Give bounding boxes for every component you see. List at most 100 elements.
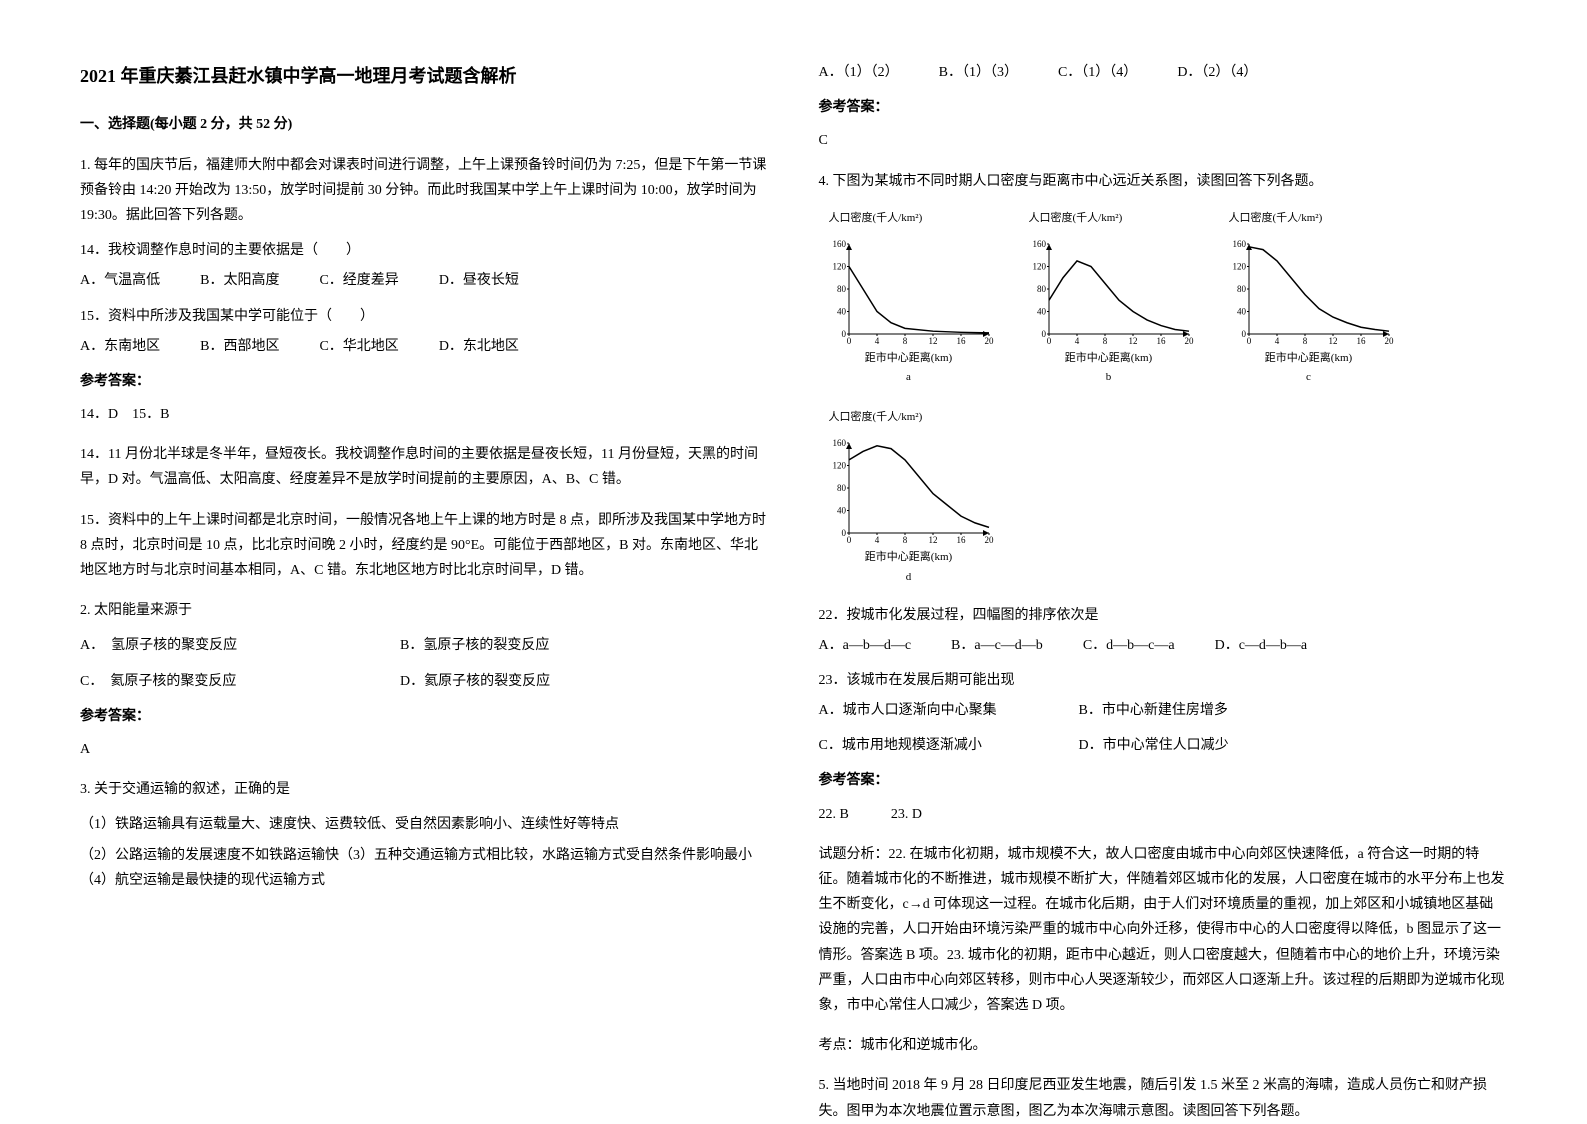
svg-text:12: 12 xyxy=(1328,336,1337,346)
question-5: 5. 当地时间 2018 年 9 月 28 日印度尼西亚发生地震，随后引发 1.… xyxy=(819,1073,1508,1123)
option: D．氦原子核的裂变反应 xyxy=(400,669,550,694)
q4-explanation: 试题分析：22. 在城市化初期，城市规模不大，故人口密度由城市中心向郊区快速降低… xyxy=(819,842,1508,1018)
option: A． 氢原子核的聚变反应 xyxy=(80,633,360,658)
svg-text:12: 12 xyxy=(1128,336,1137,346)
svg-text:8: 8 xyxy=(1302,336,1307,346)
svg-text:20: 20 xyxy=(984,535,994,545)
svg-text:0: 0 xyxy=(846,336,851,346)
question-4: 4. 下图为某城市不同时期人口密度与距离市中心远近关系图，读图回答下列各题。 人… xyxy=(819,169,1508,1059)
svg-text:4: 4 xyxy=(874,336,879,346)
svg-text:8: 8 xyxy=(902,535,907,545)
answer-label: 参考答案： xyxy=(819,768,1508,793)
q4-keypoint: 考点：城市化和逆城市化。 xyxy=(819,1033,1508,1058)
q4-22-options: A．a—b—d—c B．a—c—d—b C．d—b—c—a D．c—d—b—a xyxy=(819,633,1508,658)
q3-options: A．（1）（2） B．（1）（3） C．（1）（4） D．（2）（4） xyxy=(819,60,1508,85)
svg-text:160: 160 xyxy=(832,438,846,448)
chart-b: 人口密度(千人/km²) 04080120160 048121620 距市中心距… xyxy=(1019,209,1199,388)
q4-text: 4. 下图为某城市不同时期人口密度与距离市中心远近关系图，读图回答下列各题。 xyxy=(819,169,1508,194)
option: C．华北地区 xyxy=(319,334,398,359)
svg-text:12: 12 xyxy=(928,336,937,346)
option: A．城市人口逐渐向中心聚集 xyxy=(819,698,1039,723)
q3-answer: C xyxy=(819,128,1508,153)
svg-text:0: 0 xyxy=(841,528,846,538)
option: A．（1）（2） xyxy=(819,60,899,85)
svg-text:0: 0 xyxy=(1046,336,1051,346)
svg-text:8: 8 xyxy=(902,336,907,346)
svg-text:40: 40 xyxy=(1037,306,1047,316)
option: D．（2）（4） xyxy=(1177,60,1257,85)
option: C．经度差异 xyxy=(319,268,398,293)
q4-sub23: 23．该城市在发展后期可能出现 xyxy=(819,668,1508,693)
svg-text:12: 12 xyxy=(928,535,937,545)
option: D．c—d—b—a xyxy=(1215,633,1308,658)
svg-text:0: 0 xyxy=(1246,336,1251,346)
q2-options-row2: C． 氦原子核的聚变反应 D．氦原子核的裂变反应 xyxy=(80,669,769,694)
svg-text:80: 80 xyxy=(1037,284,1047,294)
svg-text:40: 40 xyxy=(1237,306,1247,316)
option: B．（1）（3） xyxy=(939,60,1018,85)
svg-text:20: 20 xyxy=(1184,336,1194,346)
svg-text:160: 160 xyxy=(832,239,846,249)
svg-text:20: 20 xyxy=(1384,336,1394,346)
option: D．东北地区 xyxy=(439,334,519,359)
chart-grid: 人口密度(千人/km²) 04080120160 048121620 距市中心距… xyxy=(819,209,1508,588)
svg-text:120: 120 xyxy=(832,460,846,470)
q1-14-options: A．气温高低 B．太阳高度 C．经度差异 D．昼夜长短 xyxy=(80,268,769,293)
q1-15-options: A．东南地区 B．西部地区 C．华北地区 D．东北地区 xyxy=(80,334,769,359)
svg-text:16: 16 xyxy=(956,535,966,545)
svg-text:8: 8 xyxy=(1102,336,1107,346)
svg-text:20: 20 xyxy=(984,336,994,346)
svg-text:16: 16 xyxy=(1356,336,1366,346)
q3-line1: （1）铁路运输具有运载量大、速度快、运费较低、受自然因素影响小、连续性好等特点 xyxy=(80,812,769,837)
section-header: 一、选择题(每小题 2 分，共 52 分) xyxy=(80,112,769,137)
svg-text:16: 16 xyxy=(956,336,966,346)
answer-label: 参考答案： xyxy=(819,95,1508,120)
option: C．城市用地规模逐渐减小 xyxy=(819,733,1039,758)
svg-text:40: 40 xyxy=(837,505,847,515)
answer-label: 参考答案： xyxy=(80,369,769,394)
chart-c: 人口密度(千人/km²) 04080120160 048121620 距市中心距… xyxy=(1219,209,1399,388)
document-title: 2021 年重庆綦江县赶水镇中学高一地理月考试题含解析 xyxy=(80,60,769,92)
svg-text:4: 4 xyxy=(1074,336,1079,346)
svg-text:16: 16 xyxy=(1156,336,1166,346)
q1-sub14: 14．我校调整作息时间的主要依据是（ ） xyxy=(80,238,769,263)
option: C．（1）（4） xyxy=(1058,60,1137,85)
q1-exp15: 15．资料中的上午上课时间都是北京时间，一般情况各地上午上课的地方时是 8 点，… xyxy=(80,508,769,584)
svg-text:80: 80 xyxy=(837,483,847,493)
option: A．a—b—d—c xyxy=(819,633,912,658)
svg-text:160: 160 xyxy=(1032,239,1046,249)
option: B．太阳高度 xyxy=(200,268,279,293)
option: B．西部地区 xyxy=(200,334,279,359)
q1-intro: 1. 每年的国庆节后，福建师大附中都会对课表时间进行调整，上午上课预备铃时间仍为… xyxy=(80,153,769,229)
question-3: 3. 关于交通运输的叙述，正确的是 （1）铁路运输具有运载量大、速度快、运费较低… xyxy=(80,777,769,893)
q1-exp14: 14．11 月份北半球是冬半年，昼短夜长。我校调整作息时间的主要依据是昼夜长短，… xyxy=(80,442,769,492)
svg-text:4: 4 xyxy=(874,535,879,545)
svg-text:80: 80 xyxy=(837,284,847,294)
q4-23-options-2: C．城市用地规模逐渐减小 D．市中心常住人口减少 xyxy=(819,733,1508,758)
chart-a: 人口密度(千人/km²) 04080120160 048121620 距市中心距… xyxy=(819,209,999,388)
q5-text: 5. 当地时间 2018 年 9 月 28 日印度尼西亚发生地震，随后引发 1.… xyxy=(819,1073,1508,1123)
svg-text:0: 0 xyxy=(846,535,851,545)
question-1: 1. 每年的国庆节后，福建师大附中都会对课表时间进行调整，上午上课预备铃时间仍为… xyxy=(80,153,769,584)
q2-options-row1: A． 氢原子核的聚变反应 B．氢原子核的裂变反应 xyxy=(80,633,769,658)
q2-text: 2. 太阳能量来源于 xyxy=(80,598,769,623)
q1-sub15: 15．资料中所涉及我国某中学可能位于（ ） xyxy=(80,304,769,329)
chart-d: 人口密度(千人/km²) 04080120160 048121620 距市中心距… xyxy=(819,408,999,587)
right-column: A．（1）（2） B．（1）（3） C．（1）（4） D．（2）（4） 参考答案… xyxy=(819,60,1508,1062)
svg-text:0: 0 xyxy=(1041,329,1046,339)
left-column: 2021 年重庆綦江县赶水镇中学高一地理月考试题含解析 一、选择题(每小题 2 … xyxy=(80,60,769,1062)
svg-text:0: 0 xyxy=(841,329,846,339)
q1-answer: 14．D 15．B xyxy=(80,402,769,427)
svg-text:80: 80 xyxy=(1237,284,1247,294)
q4-23-options-1: A．城市人口逐渐向中心聚集 B．市中心新建住房增多 xyxy=(819,698,1508,723)
svg-text:120: 120 xyxy=(1232,261,1246,271)
option: C． 氦原子核的聚变反应 xyxy=(80,669,360,694)
q3-line2: （2）公路运输的发展速度不如铁路运输快（3）五种交通运输方式相比较，水路运输方式… xyxy=(80,843,769,893)
q2-answer: A xyxy=(80,737,769,762)
question-2: 2. 太阳能量来源于 A． 氢原子核的聚变反应 B．氢原子核的裂变反应 C． 氦… xyxy=(80,598,769,762)
option: B．氢原子核的裂变反应 xyxy=(400,633,549,658)
q4-answer: 22. B 23. D xyxy=(819,802,1508,827)
option: A．东南地区 xyxy=(80,334,160,359)
option: B．a—c—d—b xyxy=(951,633,1043,658)
svg-text:40: 40 xyxy=(837,306,847,316)
